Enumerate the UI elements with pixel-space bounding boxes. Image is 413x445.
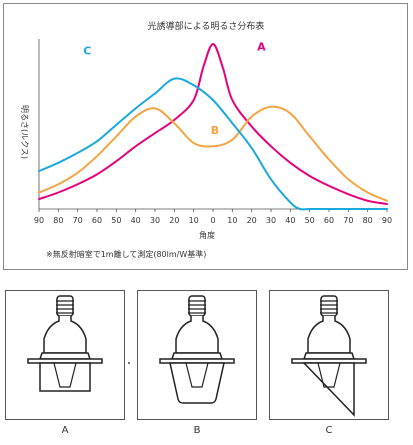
x-tick-label: 0: [210, 216, 215, 225]
x-tick-label: 70: [73, 216, 83, 225]
chart-frame: 光誘導部による明るさ分布表明るさ(ルクス) 90 80 70 60 50 40 30 20 10 0…: [3, 3, 408, 270]
x-tick-label: 80: [363, 216, 373, 225]
x-tick-label: 50: [111, 216, 121, 225]
lamp-a-icon: [27, 295, 103, 392]
separator-dot: [128, 362, 130, 364]
chart-title: 光誘導部による明るさ分布表: [148, 20, 265, 32]
lamp-c-icon: [291, 295, 367, 417]
y-axis-label: 明るさ(ルクス): [20, 105, 29, 159]
x-axis-label: 角度: [199, 230, 215, 240]
series-line-b: [38, 105, 388, 202]
x-tick-label: 90: [34, 216, 44, 225]
x-tick-label: 10: [227, 216, 237, 225]
x-tick-label: 20: [247, 216, 257, 225]
x-tick-label: 20: [169, 216, 179, 225]
x-tick-label: 90: [382, 216, 392, 225]
series-label-c: C: [83, 45, 91, 58]
lamp-diagram-c: [269, 290, 389, 420]
series-label-b: B: [211, 124, 219, 137]
x-tick-label: 10: [189, 216, 199, 225]
series-label-a: A: [257, 41, 266, 54]
panel-label-b: B: [193, 425, 201, 436]
lamp-diagram-b: [137, 290, 257, 420]
lamp-diagram-a: [5, 290, 125, 420]
series-line-c: [38, 77, 388, 211]
x-tick-label: 70: [343, 216, 353, 225]
lamp-b-icon: [159, 295, 235, 404]
x-tick-label: 80: [53, 216, 63, 225]
chart-note: ※無反射暗室で1m離して測定(80lm/W基準): [46, 249, 206, 259]
x-tick-label: 40: [285, 216, 295, 225]
x-tick-label: 30: [150, 216, 160, 225]
series-line-a: [38, 43, 388, 206]
x-tick-label: 60: [324, 216, 334, 225]
panel-label-c: C: [325, 425, 333, 436]
x-tick-label: 30: [266, 216, 276, 225]
panel-label-a: A: [61, 425, 69, 436]
x-tick-label: 50: [305, 216, 315, 225]
x-tick-label: 60: [92, 216, 102, 225]
x-tick-label: 40: [131, 216, 141, 225]
